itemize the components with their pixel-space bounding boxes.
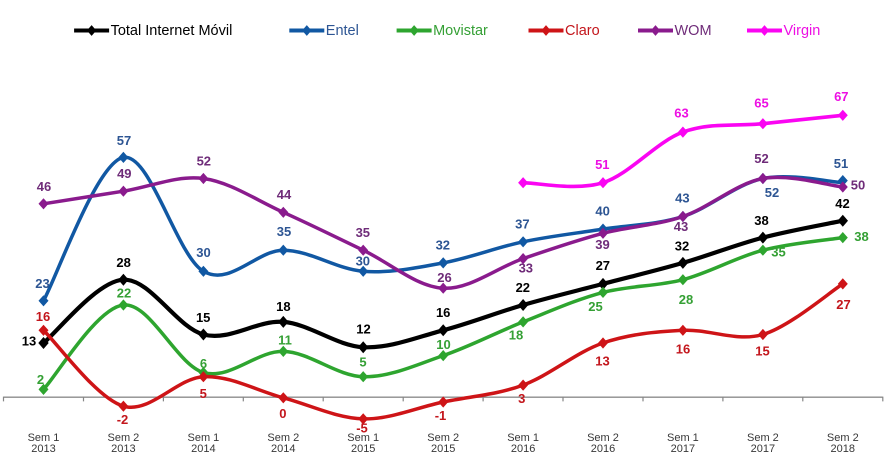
svg-text:Sem 2: Sem 2 [267, 432, 299, 444]
svg-text:13: 13 [22, 334, 36, 349]
svg-text:Sem 2: Sem 2 [827, 432, 859, 444]
svg-text:16: 16 [436, 305, 450, 320]
svg-text:13: 13 [595, 353, 609, 368]
svg-text:2014: 2014 [191, 443, 215, 455]
svg-text:50: 50 [851, 178, 865, 193]
svg-text:44: 44 [277, 187, 292, 202]
svg-text:67: 67 [834, 89, 848, 104]
svg-text:35: 35 [771, 245, 785, 260]
svg-text:49: 49 [117, 166, 131, 181]
svg-text:30: 30 [356, 254, 370, 269]
svg-text:51: 51 [595, 157, 609, 172]
svg-text:2017: 2017 [671, 443, 695, 455]
svg-text:22: 22 [117, 286, 131, 301]
svg-text:35: 35 [356, 225, 370, 240]
svg-text:Sem 1: Sem 1 [507, 432, 539, 444]
svg-text:16: 16 [36, 309, 50, 324]
svg-text:26: 26 [437, 270, 451, 285]
svg-text:Sem 2: Sem 2 [108, 432, 140, 444]
svg-text:2018: 2018 [831, 443, 855, 455]
svg-text:28: 28 [679, 292, 693, 307]
svg-text:43: 43 [675, 190, 689, 205]
svg-text:6: 6 [200, 356, 207, 371]
svg-text:15: 15 [196, 310, 210, 325]
svg-text:2014: 2014 [271, 443, 295, 455]
svg-text:Sem 2: Sem 2 [427, 432, 459, 444]
svg-text:WOM: WOM [675, 23, 712, 39]
svg-text:10: 10 [436, 337, 450, 352]
svg-text:22: 22 [516, 280, 530, 295]
svg-text:2016: 2016 [511, 443, 535, 455]
svg-text:3: 3 [518, 391, 525, 406]
svg-text:32: 32 [675, 239, 689, 254]
svg-text:18: 18 [276, 299, 290, 314]
svg-text:38: 38 [754, 213, 768, 228]
svg-text:2: 2 [37, 372, 44, 387]
svg-text:40: 40 [595, 204, 609, 219]
svg-text:2016: 2016 [591, 443, 615, 455]
svg-text:42: 42 [835, 196, 849, 211]
svg-text:-5: -5 [356, 420, 368, 435]
svg-text:0: 0 [279, 406, 286, 421]
svg-text:27: 27 [596, 258, 610, 273]
svg-text:Total Internet Móvil: Total Internet Móvil [111, 23, 233, 39]
svg-text:16: 16 [676, 341, 690, 356]
svg-text:25: 25 [588, 299, 602, 314]
svg-text:38: 38 [854, 229, 868, 244]
svg-text:52: 52 [765, 185, 779, 200]
svg-text:2015: 2015 [431, 443, 455, 455]
svg-text:37: 37 [515, 217, 529, 232]
svg-text:Sem 1: Sem 1 [347, 432, 379, 444]
svg-text:32: 32 [436, 237, 450, 252]
svg-text:Entel: Entel [326, 23, 359, 39]
svg-text:39: 39 [595, 237, 609, 252]
svg-text:46: 46 [37, 179, 51, 194]
svg-text:15: 15 [755, 344, 769, 359]
svg-text:30: 30 [196, 245, 210, 260]
svg-text:2013: 2013 [31, 443, 55, 455]
svg-text:Sem 1: Sem 1 [28, 432, 60, 444]
svg-text:Movistar: Movistar [433, 23, 488, 39]
svg-text:35: 35 [277, 224, 291, 239]
svg-text:Virgin: Virgin [784, 23, 821, 39]
svg-text:65: 65 [754, 96, 768, 111]
svg-text:Sem 1: Sem 1 [188, 432, 220, 444]
svg-text:Sem 2: Sem 2 [587, 432, 619, 444]
svg-text:28: 28 [116, 255, 130, 270]
svg-text:27: 27 [836, 297, 850, 312]
svg-text:2015: 2015 [351, 443, 375, 455]
svg-text:18: 18 [509, 327, 523, 342]
svg-text:52: 52 [754, 151, 768, 166]
svg-text:52: 52 [197, 154, 211, 169]
svg-text:33: 33 [519, 261, 533, 276]
svg-text:12: 12 [356, 322, 370, 337]
svg-text:63: 63 [674, 106, 688, 121]
svg-text:-2: -2 [117, 412, 129, 427]
svg-text:11: 11 [278, 333, 292, 348]
svg-text:-1: -1 [435, 408, 447, 423]
svg-text:57: 57 [117, 133, 131, 148]
svg-text:51: 51 [834, 156, 848, 171]
svg-text:5: 5 [359, 354, 366, 369]
svg-text:2017: 2017 [751, 443, 775, 455]
svg-text:Sem 1: Sem 1 [667, 432, 699, 444]
svg-text:5: 5 [200, 386, 207, 401]
svg-text:43: 43 [674, 219, 688, 234]
svg-text:2013: 2013 [111, 443, 135, 455]
svg-text:Sem 2: Sem 2 [747, 432, 779, 444]
svg-text:23: 23 [35, 276, 49, 291]
svg-text:Claro: Claro [565, 23, 600, 39]
